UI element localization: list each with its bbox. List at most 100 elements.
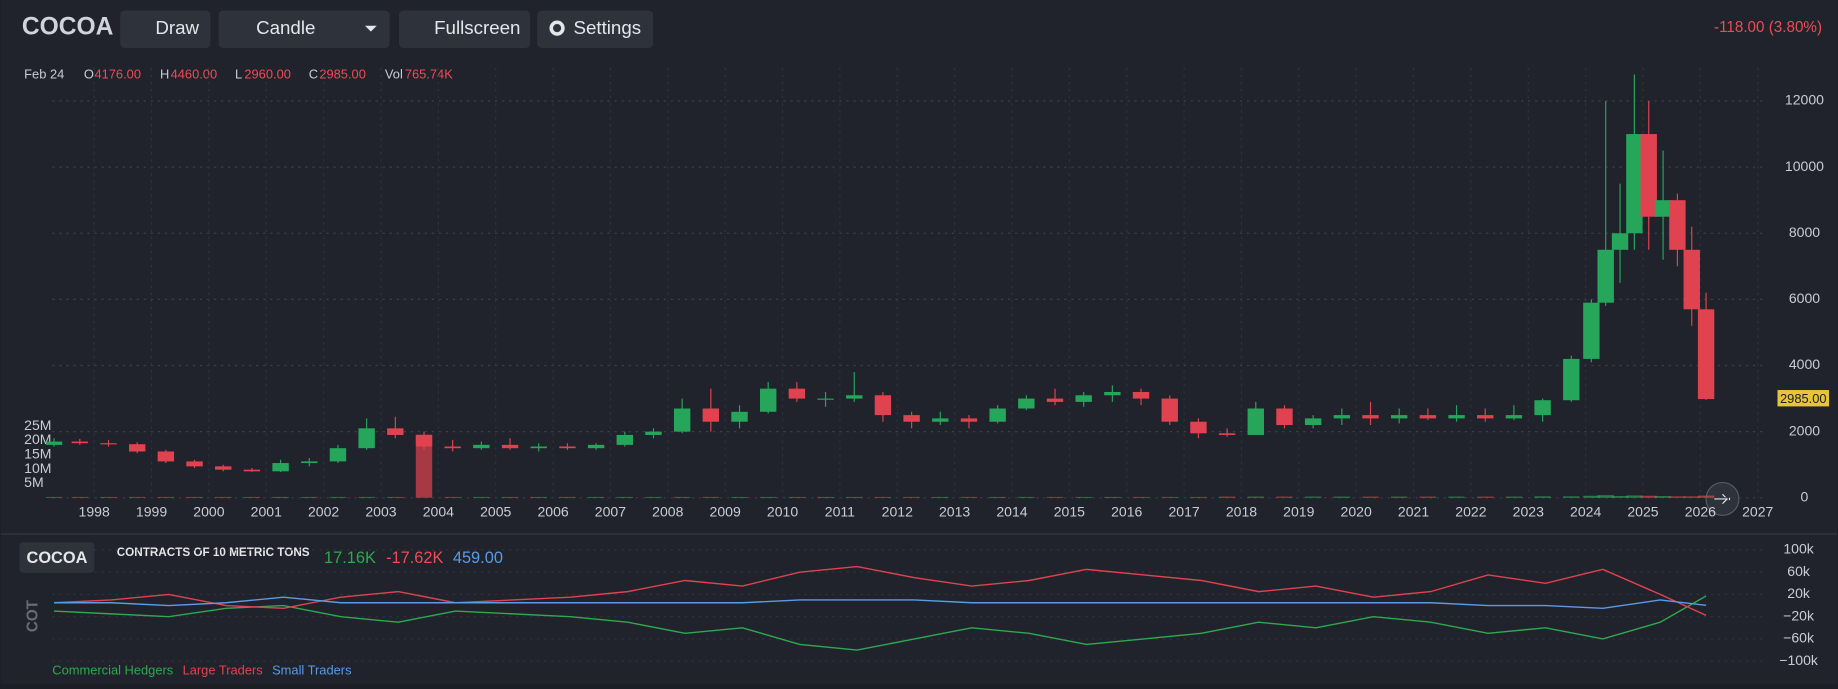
- candle-body: [387, 428, 403, 435]
- ohlc-value: 4176.00: [94, 66, 141, 81]
- volume-bar: [1626, 495, 1642, 497]
- volume-bar: [1641, 496, 1657, 498]
- volume-bar: [703, 497, 719, 498]
- volume-bar: [1248, 497, 1264, 498]
- volume-bar: [1305, 497, 1321, 498]
- x-tick-label: 2008: [652, 504, 683, 520]
- x-tick-label: 2023: [1513, 504, 1544, 520]
- candle-body: [158, 451, 174, 461]
- volume-bar: [1391, 497, 1407, 498]
- x-tick-label: 2011: [825, 504, 855, 520]
- volume-bar: [1477, 497, 1493, 498]
- cot-large: -17.62K: [386, 549, 443, 567]
- cot-commercial: 17.16K: [324, 549, 376, 567]
- candle-body: [186, 461, 202, 466]
- volume-bar: [1420, 497, 1436, 498]
- y-tick-label: 60k: [1787, 563, 1811, 579]
- candle-body: [272, 463, 288, 471]
- candle-body: [1305, 418, 1321, 425]
- fullscreen-button[interactable]: Fullscreen: [399, 11, 530, 48]
- volume-bar: [129, 497, 145, 498]
- x-tick-label: 2027: [1742, 504, 1773, 520]
- volume-bar: [444, 497, 460, 498]
- draw-button[interactable]: Draw: [120, 11, 210, 48]
- x-tick-label: 2021: [1398, 504, 1429, 520]
- volume-bar: [932, 497, 948, 498]
- volume-bar: [1684, 496, 1700, 497]
- volume-bar: [72, 497, 88, 498]
- volume-bar: [358, 497, 374, 498]
- chart-type-label[interactable]: Candle: [256, 17, 315, 38]
- candle-body: [416, 435, 432, 447]
- y-tick-label: 8000: [1789, 224, 1820, 240]
- price-change: -118.00 (3.80%): [1714, 19, 1822, 36]
- candle-body: [1698, 309, 1714, 399]
- candle-body: [989, 408, 1005, 421]
- candle-body: [1047, 399, 1063, 402]
- y-tick-label: 2000: [1789, 422, 1820, 438]
- volume-bar: [1698, 496, 1714, 498]
- ohlc-key: H: [160, 66, 169, 81]
- candle-body: [330, 448, 346, 461]
- candle-body: [1362, 415, 1378, 418]
- volume-bar: [903, 497, 919, 498]
- volume-bar: [158, 497, 174, 498]
- volume-bar: [1448, 497, 1464, 498]
- volume-bar: [330, 497, 346, 498]
- y-tick-label: 6000: [1789, 290, 1820, 306]
- y-tick-label: −60k: [1783, 630, 1815, 646]
- volume-bar: [1334, 497, 1350, 498]
- volume-bar: [46, 497, 62, 498]
- volume-bar: [531, 497, 547, 498]
- y-tick-label: −100k: [1779, 652, 1819, 668]
- candle-body: [215, 466, 231, 469]
- volume-bar: [301, 497, 317, 498]
- settings-label[interactable]: Settings: [573, 17, 641, 38]
- volume-bar: [100, 497, 116, 498]
- ohlc-value: 2960.00: [244, 66, 291, 81]
- volume-bar: [387, 497, 403, 498]
- candle-body: [1684, 250, 1700, 310]
- volume-bar: [1655, 496, 1671, 498]
- volume-bar: [817, 497, 833, 498]
- x-tick-label: 2007: [595, 504, 626, 520]
- chart-type-button[interactable]: Candle: [219, 11, 390, 48]
- candle-body: [846, 395, 862, 398]
- candle-body: [588, 445, 604, 448]
- volume-bar: [846, 497, 862, 498]
- x-tick-label: 2006: [537, 504, 568, 520]
- candle-body: [1626, 134, 1642, 233]
- candle-body: [875, 395, 891, 415]
- x-tick-label: 2024: [1570, 504, 1601, 520]
- candle-body: [674, 408, 690, 431]
- x-tick-label: 2019: [1283, 504, 1314, 520]
- volume-tick-label: 5M: [24, 474, 44, 490]
- cot-symbol: COCOA: [26, 549, 87, 567]
- cot-unit: CONTRACTS OF 10 METRIC TONS: [117, 546, 310, 559]
- x-tick-label: 2026: [1685, 504, 1716, 520]
- volume-bar: [989, 497, 1005, 498]
- ohlc-key: L: [235, 66, 242, 81]
- ohlc-date: Feb 24: [24, 66, 64, 81]
- candle-body: [703, 408, 719, 421]
- volume-bar: [1362, 497, 1378, 498]
- x-tick-label: 2000: [193, 504, 224, 520]
- volume-bar: [1534, 496, 1550, 497]
- settings-button[interactable]: Settings: [537, 11, 653, 48]
- volume-bar: [760, 497, 776, 498]
- volume-bar: [1075, 497, 1091, 498]
- ohlc-legend: Feb 24 O4176.00 H4460.00 L2960.00 C2985.…: [24, 66, 453, 81]
- cot-axis-title: COT: [25, 599, 42, 632]
- candle-body: [1669, 200, 1685, 250]
- candle-body: [1133, 392, 1149, 399]
- volume-bar: [1612, 496, 1628, 498]
- volume-bar: [215, 497, 231, 498]
- candle-body: [1448, 415, 1464, 418]
- x-tick-label: 2004: [423, 504, 454, 520]
- y-tick-label: 100k: [1783, 541, 1814, 557]
- ohlc-value: 4460.00: [171, 66, 218, 81]
- fullscreen-label[interactable]: Fullscreen: [434, 17, 520, 38]
- draw-label[interactable]: Draw: [155, 17, 199, 38]
